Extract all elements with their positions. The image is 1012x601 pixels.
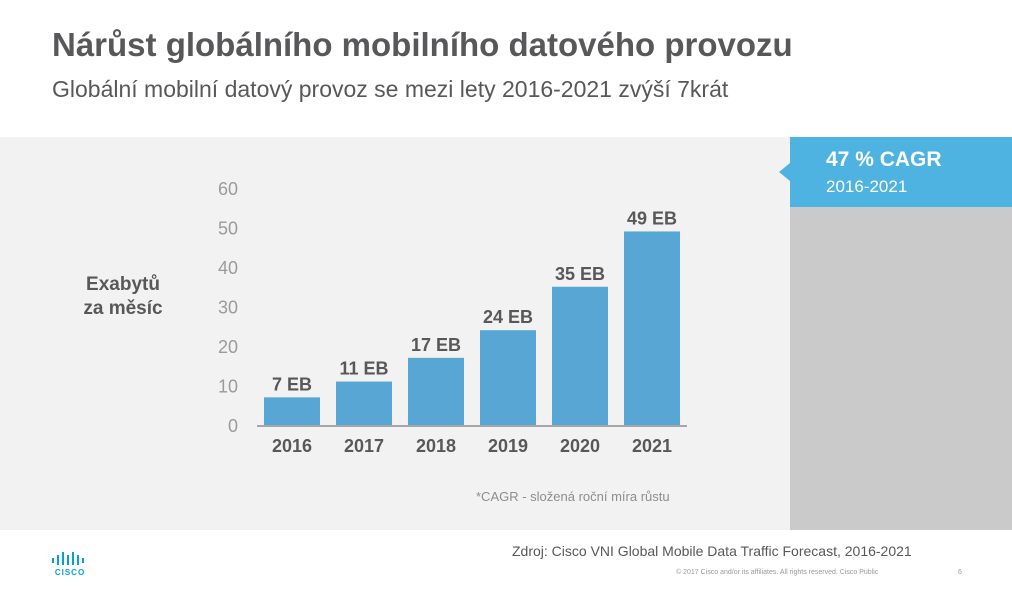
page-title: Nárůst globálního mobilního datového pro…	[52, 26, 793, 63]
data-label: 35 EB	[555, 264, 605, 284]
page-number: 6	[958, 569, 962, 576]
cagr-footnote: *CAGR - složená roční míra růstu	[476, 489, 670, 504]
x-tick-label: 2017	[344, 436, 384, 456]
y-axis-label-line-1: Exabytů	[86, 274, 160, 295]
y-tick-label: 60	[218, 179, 238, 199]
cagr-period: 2016-2021	[826, 177, 908, 196]
y-axis-label: Exabytů za měsíc	[58, 273, 188, 321]
cagr-value: 47 % CAGR	[826, 148, 942, 171]
data-label: 17 EB	[411, 335, 461, 355]
x-tick-label: 2016	[272, 436, 312, 456]
y-tick-label: 50	[218, 219, 238, 239]
y-tick-label: 40	[218, 258, 238, 278]
bar-2021	[624, 231, 680, 425]
cisco-logo-text: CISCO	[54, 568, 86, 577]
cagr-callout: 47 % CAGR 2016-2021	[790, 137, 1012, 207]
x-tick-label: 2019	[488, 436, 528, 456]
cisco-logo: CISCO	[50, 549, 90, 579]
y-tick-label: 30	[218, 298, 238, 318]
page-subtitle: Globální mobilní datový provoz se mezi l…	[52, 76, 729, 102]
x-tick-label: 2020	[560, 436, 600, 456]
bar-2017	[336, 381, 392, 425]
bar-2020	[552, 286, 608, 425]
bar-2016	[264, 397, 320, 425]
callout-arrow-icon	[779, 163, 790, 181]
copyright-note: © 2017 Cisco and/or its affiliates. All …	[676, 569, 879, 576]
bar-2019	[480, 330, 536, 425]
y-axis-label-line-2: za měsíc	[83, 298, 163, 319]
x-tick-label: 2018	[416, 436, 456, 456]
y-tick-label: 0	[228, 416, 238, 436]
cisco-logo-icon	[52, 552, 84, 565]
x-tick-label: 2021	[632, 436, 672, 456]
data-label: 11 EB	[339, 359, 388, 379]
data-label: 24 EB	[483, 307, 533, 327]
bar-2018	[408, 357, 464, 425]
y-tick-label: 10	[218, 377, 238, 397]
data-label: 7 EB	[272, 374, 312, 394]
source-note: Zdroj: Cisco VNI Global Mobile Data Traf…	[512, 543, 912, 559]
y-tick-label: 20	[218, 337, 238, 357]
data-label: 49 EB	[627, 208, 677, 228]
